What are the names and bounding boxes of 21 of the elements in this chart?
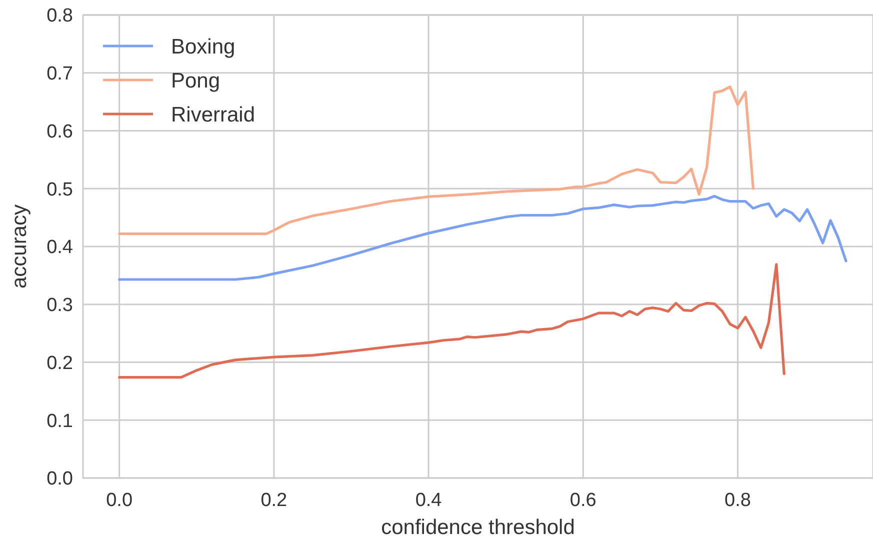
y-tick-label: 0.1 (46, 410, 73, 432)
x-tick-label: 0.4 (415, 490, 442, 511)
y-tick-label: 0.4 (46, 237, 74, 258)
legend-label: Pong (171, 69, 220, 92)
x-tick-label: 0.0 (106, 490, 133, 511)
x-tick-label: 0.8 (724, 490, 751, 511)
line-series (118, 194, 848, 281)
line-series (118, 263, 786, 379)
x-tick-label: 0.2 (260, 490, 288, 511)
legend-label: Riverraid (171, 103, 256, 126)
y-tick-label: 0.3 (46, 295, 73, 316)
x-axis-title: confidence threshold (381, 516, 575, 539)
y-tick-label: 0.5 (46, 179, 73, 200)
y-tick-label: 0.0 (46, 468, 73, 490)
y-tick-label: 0.8 (46, 6, 73, 27)
y-tick-label: 0.2 (46, 352, 73, 374)
legend-label: Boxing (171, 35, 236, 58)
y-axis-title: accuracy (8, 204, 31, 289)
y-tick-label: 0.7 (46, 64, 73, 85)
y-tick-label: 0.6 (46, 121, 73, 142)
x-tick-label: 0.6 (570, 490, 596, 511)
